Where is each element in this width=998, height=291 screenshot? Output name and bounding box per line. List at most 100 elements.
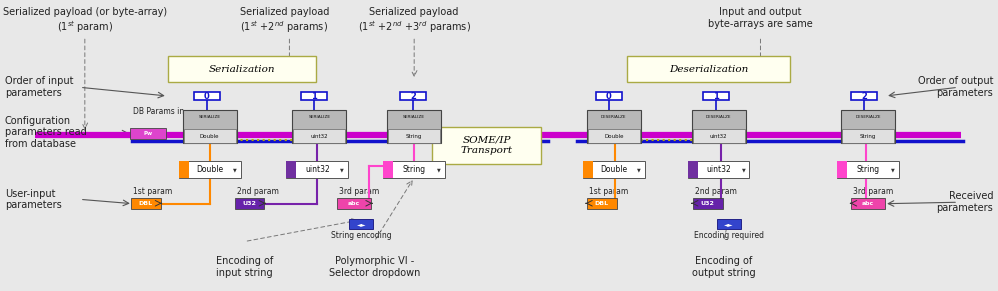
FancyBboxPatch shape (183, 110, 237, 143)
FancyBboxPatch shape (286, 161, 348, 178)
Text: String: String (406, 134, 422, 139)
Text: Order of input
parameters: Order of input parameters (5, 77, 74, 98)
Text: DESERIALZE: DESERIALZE (706, 115, 732, 119)
Text: ▼: ▼ (233, 167, 237, 172)
Text: DESERIALZE: DESERIALZE (855, 115, 881, 119)
Text: 2nd param: 2nd param (237, 187, 278, 196)
FancyBboxPatch shape (703, 92, 729, 100)
Text: Encoding required: Encoding required (694, 231, 763, 240)
Text: Polymorphic VI -
Selector dropdown: Polymorphic VI - Selector dropdown (328, 256, 420, 278)
Text: ▼: ▼ (437, 167, 441, 172)
Text: uint32: uint32 (310, 134, 328, 139)
Text: String: String (402, 165, 426, 174)
Text: Pw: Pw (143, 131, 153, 136)
FancyBboxPatch shape (693, 129, 745, 143)
FancyBboxPatch shape (432, 127, 541, 164)
Text: 0: 0 (606, 92, 612, 100)
Text: 2: 2 (410, 92, 416, 100)
Text: Encoding of
output string: Encoding of output string (692, 256, 755, 278)
Text: ▼: ▼ (637, 167, 641, 172)
FancyBboxPatch shape (692, 110, 746, 143)
Text: 2: 2 (861, 92, 867, 100)
Text: uint32: uint32 (305, 165, 329, 174)
FancyBboxPatch shape (383, 161, 393, 178)
FancyBboxPatch shape (688, 161, 698, 178)
FancyBboxPatch shape (717, 219, 741, 229)
FancyBboxPatch shape (842, 129, 894, 143)
Text: Serialization: Serialization (209, 65, 275, 74)
Text: Received
parameters: Received parameters (936, 191, 993, 213)
FancyBboxPatch shape (596, 92, 622, 100)
Text: Double: Double (200, 134, 220, 139)
Text: uint32: uint32 (710, 134, 728, 139)
FancyBboxPatch shape (688, 161, 749, 178)
FancyBboxPatch shape (131, 198, 161, 209)
Text: SERIALIZE: SERIALIZE (308, 115, 330, 119)
Text: 2nd param: 2nd param (695, 187, 737, 196)
Text: String: String (860, 134, 876, 139)
FancyBboxPatch shape (349, 219, 373, 229)
Text: abc: abc (348, 201, 360, 206)
FancyBboxPatch shape (588, 129, 640, 143)
FancyBboxPatch shape (837, 161, 899, 178)
FancyBboxPatch shape (841, 110, 895, 143)
Text: Serialized payload
(1$^{st}$ +2$^{nd}$ +3$^{rd}$ params): Serialized payload (1$^{st}$ +2$^{nd}$ +… (357, 7, 471, 36)
FancyBboxPatch shape (179, 161, 241, 178)
FancyBboxPatch shape (292, 110, 346, 143)
Text: String encoding: String encoding (331, 231, 391, 240)
Text: ▼: ▼ (742, 167, 746, 172)
FancyBboxPatch shape (583, 161, 645, 178)
FancyBboxPatch shape (184, 129, 236, 143)
Text: U32: U32 (701, 201, 715, 206)
Text: Deserialization: Deserialization (669, 65, 748, 74)
FancyBboxPatch shape (130, 128, 166, 139)
FancyBboxPatch shape (627, 56, 790, 82)
Text: ◄►: ◄► (724, 221, 734, 227)
FancyBboxPatch shape (168, 56, 316, 82)
FancyBboxPatch shape (286, 161, 296, 178)
Text: abc: abc (862, 201, 874, 206)
Text: SERIALIZE: SERIALIZE (199, 115, 221, 119)
Text: Double: Double (196, 165, 224, 174)
Text: 1: 1 (713, 92, 719, 100)
FancyBboxPatch shape (337, 198, 371, 209)
Text: Serialized payload (or byte-array)
(1$^{st}$ param): Serialized payload (or byte-array) (1$^{… (3, 7, 167, 36)
FancyBboxPatch shape (235, 198, 264, 209)
FancyBboxPatch shape (587, 198, 617, 209)
Text: 3rd param: 3rd param (853, 187, 893, 196)
FancyBboxPatch shape (179, 161, 189, 178)
FancyBboxPatch shape (583, 161, 593, 178)
Text: ▼: ▼ (891, 167, 895, 172)
Text: Serialized payload
(1$^{st}$ +2$^{nd}$ params): Serialized payload (1$^{st}$ +2$^{nd}$ p… (240, 7, 329, 36)
Text: 3rd param: 3rd param (339, 187, 379, 196)
Text: 0: 0 (204, 92, 210, 100)
FancyBboxPatch shape (194, 92, 220, 100)
Text: Double: Double (604, 134, 624, 139)
Text: Double: Double (600, 165, 628, 174)
Text: Encoding of
input string: Encoding of input string (216, 256, 273, 278)
Text: Order of output
parameters: Order of output parameters (917, 77, 993, 98)
FancyBboxPatch shape (301, 92, 327, 100)
Text: Configuration
parameters read
from database: Configuration parameters read from datab… (5, 116, 87, 149)
Text: 1st param: 1st param (589, 187, 628, 196)
Text: DB Params in: DB Params in (133, 107, 184, 116)
FancyBboxPatch shape (837, 161, 847, 178)
FancyBboxPatch shape (587, 110, 641, 143)
Text: Input and output
byte-arrays are same: Input and output byte-arrays are same (709, 7, 812, 29)
FancyBboxPatch shape (400, 92, 426, 100)
Text: DBL: DBL (595, 201, 609, 206)
Text: User-input
parameters: User-input parameters (5, 189, 62, 210)
FancyBboxPatch shape (293, 129, 345, 143)
Text: ▼: ▼ (340, 167, 344, 172)
Text: 1: 1 (311, 92, 317, 100)
FancyBboxPatch shape (851, 198, 885, 209)
Text: 1st param: 1st param (133, 187, 172, 196)
FancyBboxPatch shape (388, 129, 440, 143)
Text: SERIALIZE: SERIALIZE (403, 115, 425, 119)
FancyBboxPatch shape (693, 198, 723, 209)
FancyBboxPatch shape (851, 92, 877, 100)
Text: String: String (856, 165, 880, 174)
Text: SOME/IP
Transport: SOME/IP Transport (460, 136, 513, 155)
Text: ◄►: ◄► (356, 221, 366, 227)
Text: uint32: uint32 (707, 165, 731, 174)
